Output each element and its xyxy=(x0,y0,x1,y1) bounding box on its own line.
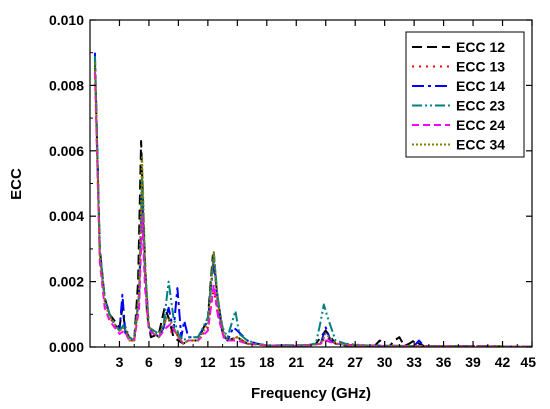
series-line-ecc-34 xyxy=(93,62,532,347)
x-tick-label: 36 xyxy=(436,354,452,370)
legend: ECC 12 ECC 13 ECC 14 ECC 23 ECC 24 ECC 34 xyxy=(405,31,525,158)
legend-label: ECC 14 xyxy=(456,78,505,94)
legend-label: ECC 23 xyxy=(456,98,505,114)
legend-label: ECC 24 xyxy=(456,117,505,133)
x-tick-label: 45 xyxy=(520,354,536,370)
x-tick-label: 33 xyxy=(406,354,422,370)
x-tick-label: 18 xyxy=(259,354,275,370)
x-tick-label: 39 xyxy=(465,354,481,370)
x-axis-ticks: 3 6 9 12 15 18 21 24 27 30 33 36 39 42 45 xyxy=(104,20,536,370)
legend-label: ECC 13 xyxy=(456,59,505,75)
y-tick-label: 0.008 xyxy=(49,77,84,93)
x-tick-label: 9 xyxy=(175,354,183,370)
y-tick-label: 0.004 xyxy=(49,208,84,224)
legend-box xyxy=(405,31,525,158)
x-tick-label: 15 xyxy=(230,354,246,370)
y-tick-label: 0.000 xyxy=(49,339,84,355)
x-tick-label: 12 xyxy=(200,354,216,370)
x-axis-title: Frequency (GHz) xyxy=(251,385,371,402)
x-tick-label: 27 xyxy=(347,354,363,370)
x-tick-label: 6 xyxy=(145,354,153,370)
y-tick-label: 0.002 xyxy=(49,274,84,290)
legend-label: ECC 34 xyxy=(456,137,505,153)
x-tick-label: 3 xyxy=(116,354,124,370)
x-tick-label: 24 xyxy=(318,354,334,370)
y-axis-ticks: 0.000 0.002 0.004 0.006 0.008 0.010 xyxy=(49,12,532,355)
series-line-ecc-12 xyxy=(93,59,532,347)
y-tick-label: 0.010 xyxy=(49,12,84,28)
y-tick-label: 0.006 xyxy=(49,143,84,159)
series-layer xyxy=(93,52,532,347)
y-axis-title: ECC xyxy=(8,168,25,200)
legend-label: ECC 12 xyxy=(456,39,505,55)
x-tick-label: 30 xyxy=(377,354,393,370)
x-tick-label: 42 xyxy=(495,354,511,370)
x-tick-label: 21 xyxy=(288,354,304,370)
